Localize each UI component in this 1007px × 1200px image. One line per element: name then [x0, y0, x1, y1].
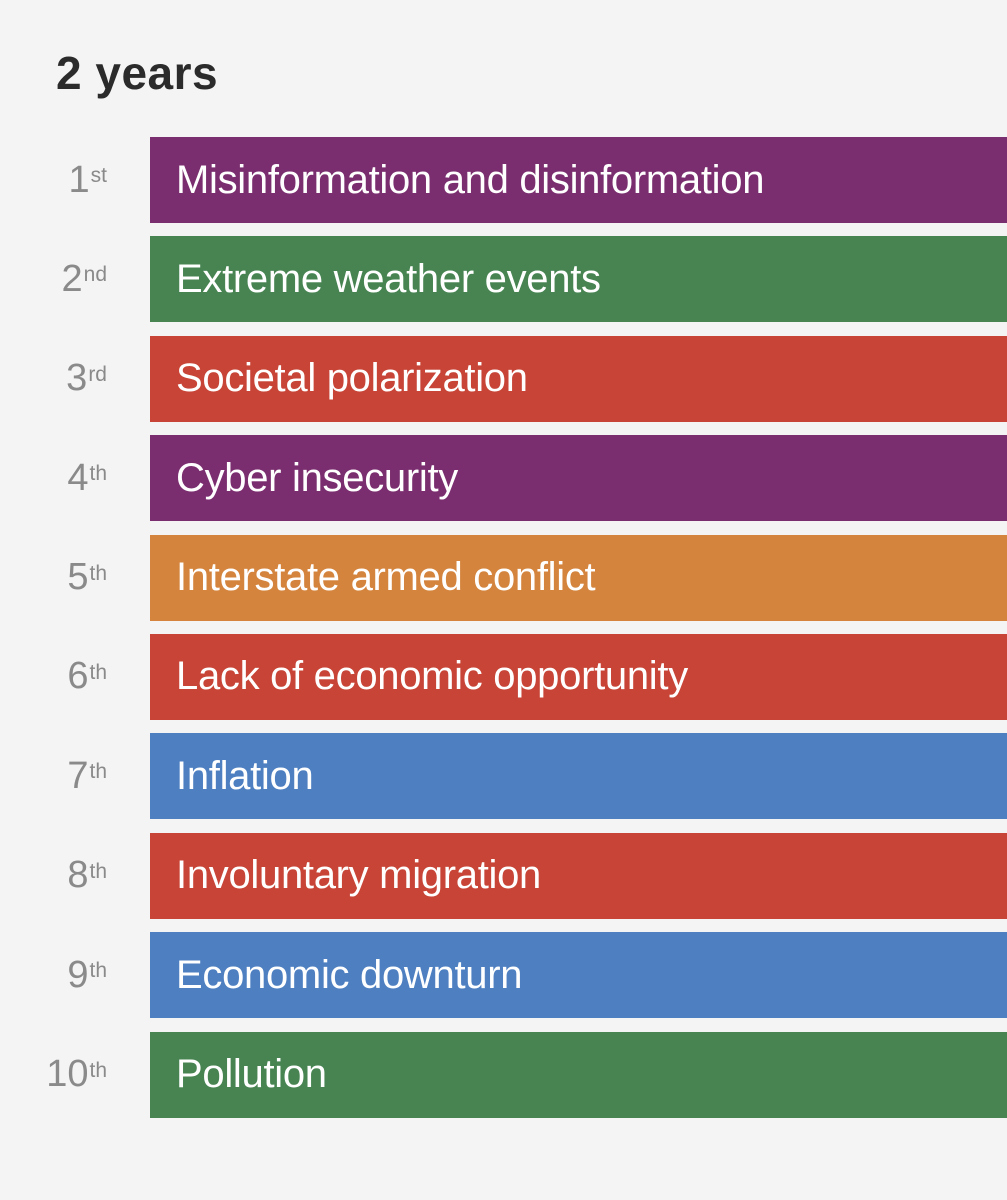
rank-number: 5	[67, 556, 89, 599]
rank-number: 3	[66, 357, 88, 400]
rank-suffix: th	[89, 462, 107, 486]
rank-number: 10	[46, 1053, 89, 1096]
rank-suffix: th	[89, 561, 107, 585]
risk-label: Misinformation and disinformation	[176, 157, 765, 202]
risk-label: Involuntary migration	[176, 853, 541, 898]
risk-bar: Pollution	[150, 1031, 1007, 1118]
risk-bar: Cyber insecurity	[150, 435, 1007, 522]
rank-suffix: th	[89, 760, 107, 784]
rank-suffix: th	[89, 959, 107, 983]
rank-number: 8	[67, 854, 89, 897]
rank-number: 2	[61, 257, 83, 300]
rank-number: 7	[67, 754, 89, 797]
chart-title: 2 years	[56, 47, 219, 99]
risk-label: Societal polarization	[176, 356, 528, 401]
risk-bar: Involuntary migration	[150, 832, 1007, 919]
rank-number: 6	[67, 655, 89, 698]
rank-number: 4	[67, 456, 89, 499]
risk-label: Cyber insecurity	[176, 455, 458, 500]
risk-label: Interstate armed conflict	[176, 555, 596, 600]
risk-bar: Economic downturn	[150, 932, 1007, 1019]
risk-bar: Extreme weather events	[150, 236, 1007, 323]
rank-suffix: th	[89, 660, 107, 684]
rank-number: 1	[68, 158, 90, 201]
risk-label: Extreme weather events	[176, 256, 601, 301]
risk-label: Economic downturn	[176, 952, 523, 997]
risk-label: Inflation	[176, 753, 314, 798]
rank-suffix: nd	[83, 263, 107, 287]
risk-bar: Interstate armed conflict	[150, 534, 1007, 621]
rank-suffix: st	[90, 164, 107, 187]
rank-suffix: rd	[88, 362, 107, 386]
rank-suffix: th	[89, 1058, 107, 1082]
rank-number: 9	[67, 953, 89, 996]
risk-label: Pollution	[176, 1052, 327, 1097]
risk-bar: Societal polarization	[150, 335, 1007, 422]
risk-bar: Misinformation and disinformation	[150, 137, 1007, 223]
risk-bar: Inflation	[150, 733, 1007, 820]
risk-label: Lack of economic opportunity	[176, 654, 688, 699]
rank-suffix: th	[89, 859, 107, 883]
risk-bar: Lack of economic opportunity	[150, 633, 1007, 720]
